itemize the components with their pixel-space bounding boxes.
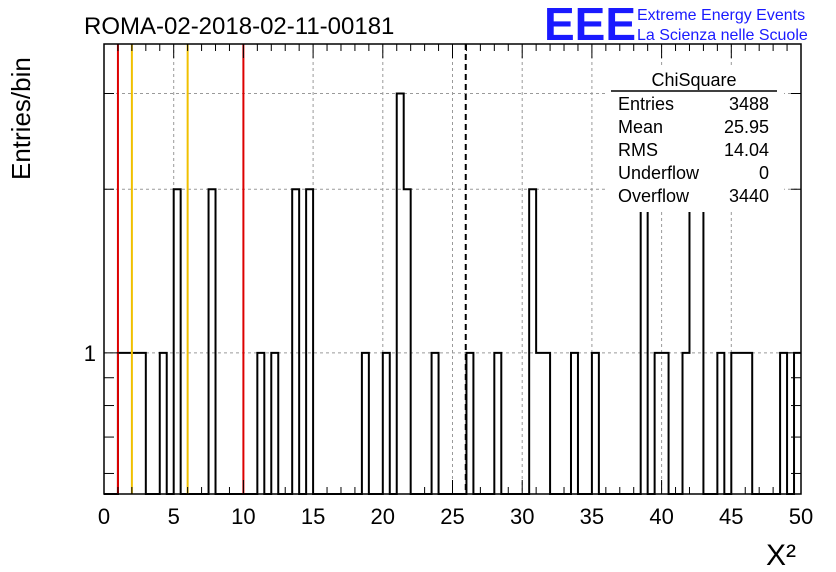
histogram-bin: [717, 353, 724, 494]
histogram-bin: [306, 189, 313, 494]
stats-rows: Entries 3488 Mean 25.95 RMS 14.04 Underflow 0 Ov…: [618, 94, 769, 206]
x-tick-label: 5: [168, 504, 180, 529]
x-tick-label: 30: [510, 504, 534, 529]
histogram-bin: [132, 353, 139, 494]
histogram-bin: [536, 353, 543, 494]
histogram-bin: [466, 353, 473, 494]
x-tick-label: 20: [371, 504, 395, 529]
histogram-bin: [292, 189, 299, 494]
histogram-bin: [209, 189, 216, 494]
histogram-bin: [738, 353, 745, 494]
x-tick-label: 10: [231, 504, 255, 529]
stats-label: Mean: [618, 117, 663, 137]
stats-label: RMS: [618, 140, 658, 160]
histogram-bin: [271, 353, 278, 494]
x-tick-label: 35: [580, 504, 604, 529]
histogram-bin: [118, 353, 125, 494]
histogram-bin: [655, 353, 662, 494]
stats-value: 3440: [729, 186, 769, 206]
histogram-bin: [696, 189, 703, 494]
histogram-bin: [494, 353, 501, 494]
histogram-bin: [641, 189, 648, 494]
histogram-bin: [397, 94, 404, 494]
histogram-bin: [139, 353, 146, 494]
x-tick-label: 40: [649, 504, 673, 529]
x-tick-label: 50: [789, 504, 813, 529]
tick-labels: 0 5 10 15 20 25 30 35 40 45 50 1: [84, 341, 813, 529]
stats-box: ChiSquare Entries 3488 Mean 25.95 RMS 14.04 Un…: [608, 66, 784, 212]
histogram-bin: [529, 189, 536, 494]
reference-lines: [116, 44, 467, 494]
stats-value: 25.95: [724, 117, 769, 137]
stats-title: ChiSquare: [651, 70, 736, 90]
histogram-bin: [683, 353, 690, 494]
y-tick-label: 1: [84, 341, 96, 366]
stats-value: 3488: [729, 94, 769, 114]
axes: [103, 43, 802, 495]
histogram-bin: [160, 353, 167, 494]
histogram-bin: [257, 353, 264, 494]
histogram-bin: [794, 353, 801, 494]
histogram-bin: [731, 353, 738, 494]
histogram-bin: [404, 189, 411, 494]
org-subtitle: La Scienza nelle Scuole: [637, 27, 808, 44]
histogram-bin: [362, 353, 369, 494]
x-tick-label: 25: [440, 504, 464, 529]
histogram-bin: [571, 353, 578, 494]
x-axis-label: X²: [766, 539, 796, 572]
stats-label: Entries: [618, 94, 674, 114]
x-tick-label: 0: [98, 504, 110, 529]
y-axis-label: Entries/bin: [6, 57, 36, 180]
histogram-bin: [174, 189, 181, 494]
x-tick-label: 45: [719, 504, 743, 529]
histogram-bin: [745, 353, 752, 494]
histogram-bin: [780, 353, 787, 494]
histogram-bin: [125, 353, 132, 494]
org-name: Extreme Energy Events: [637, 7, 805, 24]
stats-value: 0: [759, 163, 769, 183]
run-title: ROMA-02-2018-02-11-00181: [84, 13, 394, 40]
histogram-bin: [432, 353, 439, 494]
eee-logo: EEE: [544, 0, 636, 50]
histogram-bin: [592, 353, 599, 494]
x-tick-label: 15: [301, 504, 325, 529]
histogram-bin: [543, 353, 550, 494]
stats-label: Underflow: [618, 163, 700, 183]
stats-label: Overflow: [618, 186, 690, 206]
histogram-bin: [689, 189, 696, 494]
stats-value: 14.04: [724, 140, 769, 160]
histogram-bin: [383, 353, 390, 494]
histogram-bin: [662, 353, 669, 494]
